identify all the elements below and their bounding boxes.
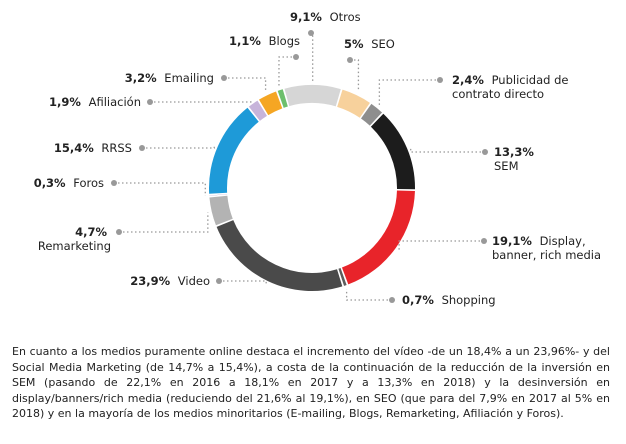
category-label: Foros (73, 176, 104, 190)
leader-dot (111, 180, 117, 186)
category-label: Shopping (441, 293, 496, 307)
leader-dot (221, 75, 227, 81)
value-label: 4,7% (75, 225, 107, 239)
segment-label: 13,3% SEM (494, 145, 554, 173)
leader-line (345, 289, 392, 301)
segment-label: 23,9% Video (130, 274, 210, 288)
donut-segment (248, 100, 268, 121)
paragraph: En cuanto a los medios puramente online … (12, 345, 610, 421)
value-label: 2,4% (452, 73, 484, 87)
leader-dot (216, 278, 222, 284)
value-label: 9,1% (290, 10, 322, 24)
value-label: 23,9% (130, 274, 171, 288)
donut-segment (209, 195, 233, 226)
leader-line (114, 182, 206, 196)
donut-segment (216, 220, 343, 291)
category-label: Remarketing (37, 239, 111, 253)
leader-line (350, 59, 360, 92)
value-label: 1,9% (49, 95, 81, 109)
segment-label: 0,3% Foros (34, 176, 104, 190)
leader-line (378, 79, 440, 105)
category-label: SEM (494, 159, 519, 173)
value-label: 0,7% (402, 293, 434, 307)
value-label: 13,3% (494, 145, 534, 159)
segment-label: 9,1% Otros (290, 10, 361, 24)
leader-dot (293, 54, 299, 60)
value-label: 5% (344, 37, 364, 51)
donut-segment (341, 190, 415, 285)
category-label: Emailing (164, 71, 214, 85)
leader-dot (389, 297, 395, 303)
donut-segment (370, 113, 416, 190)
segment-label: 2,4% Publicidad de contrato directo (452, 73, 582, 101)
value-label: 0,3% (33, 176, 66, 190)
leader-dot (481, 238, 487, 244)
donut-segment (338, 268, 347, 286)
leader-line (224, 77, 267, 92)
segment-label: 5% SEO (344, 37, 395, 51)
leader-line (278, 56, 296, 87)
category-label: SEO (371, 37, 395, 51)
leader-line (150, 100, 252, 103)
segment-label: 1,9% Afiliación (49, 95, 141, 109)
leader-dot (139, 145, 145, 151)
category-label: RRSS (101, 141, 132, 155)
leader-dot (308, 30, 314, 36)
segment-label: 1,1% Blogs (229, 34, 300, 48)
value-label: 1,1% (229, 34, 261, 48)
donut-segment (259, 91, 283, 116)
category-label: Publicidad de contrato directo (452, 73, 569, 101)
chart (111, 30, 488, 303)
value-label: 3,2% (124, 71, 157, 85)
segment-label: 0,7% Shopping (402, 293, 496, 307)
category-label: Otros (329, 10, 361, 24)
value-label: 15,4% (53, 141, 94, 155)
donut-segment (284, 85, 341, 107)
donut-segment (209, 107, 259, 194)
leader-dot (437, 77, 443, 83)
donut-segment (361, 103, 383, 126)
category-label: Display, banner, rich media (492, 234, 602, 262)
leader-line (398, 240, 484, 251)
segment-label: 15,4% RRSS (54, 141, 132, 155)
leader-dot (482, 149, 488, 155)
donut-segment (337, 89, 370, 118)
category-label: Blogs (268, 34, 300, 48)
leader-dot (347, 57, 353, 63)
segment-label: 4,7% Remarketing (0, 225, 111, 253)
leader-line (311, 32, 314, 82)
value-label: 19,1% (492, 234, 532, 248)
leader-dot (116, 229, 122, 235)
leader-line (219, 280, 267, 285)
donut-segment (209, 194, 228, 196)
category-label: Video (177, 274, 210, 288)
leader-dot (147, 99, 153, 105)
leader-line (142, 144, 215, 149)
leader-line (410, 146, 485, 153)
donut-segment (277, 89, 288, 108)
category-label: Afiliación (88, 95, 141, 109)
segment-label: 3,2% Emailing (125, 71, 214, 85)
leader-line (119, 212, 209, 233)
segment-label: 19,1% Display, banner, rich media (492, 234, 612, 262)
